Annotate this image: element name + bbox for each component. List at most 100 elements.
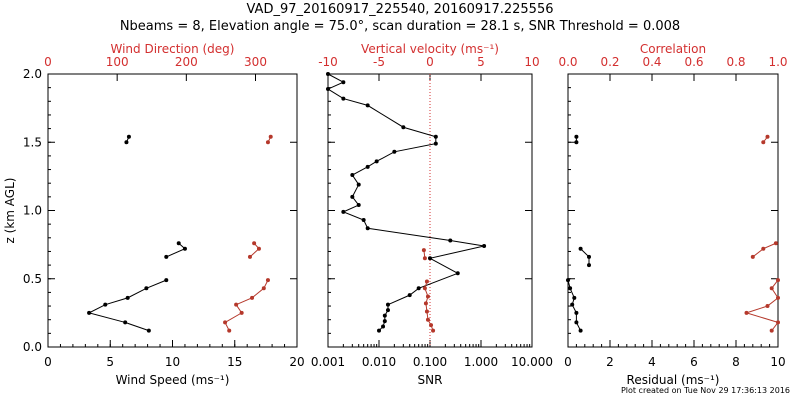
x-tick-label-0-2: 10 bbox=[165, 355, 180, 369]
top-tick-label-0-0: 0 bbox=[44, 55, 52, 69]
data-point-1-1-0-0 bbox=[431, 328, 436, 333]
data-point-1-0-0-2 bbox=[382, 319, 387, 324]
data-point-2-0-1-0 bbox=[587, 263, 591, 268]
plot-frame-1 bbox=[327, 73, 533, 348]
x-tick-label-1-3: 1.000 bbox=[464, 355, 498, 369]
data-point-0-0-1-1 bbox=[182, 246, 187, 251]
plot-footer: Plot created on Tue Nov 29 17:36:13 2016 bbox=[620, 386, 790, 395]
top-tick-label-1-2: 0 bbox=[426, 55, 434, 69]
data-point-2-1-1-2 bbox=[773, 241, 778, 246]
data-point-0-1-0-1 bbox=[223, 320, 228, 325]
top-tick-label-2-4: 0.8 bbox=[726, 55, 745, 69]
data-point-1-0-0-14 bbox=[341, 209, 346, 214]
data-point-0-1-0-3 bbox=[234, 302, 239, 307]
data-point-2-1-0-6 bbox=[776, 278, 780, 283]
data-point-1-1-1-1 bbox=[421, 248, 426, 253]
top-axis-label-0: Wind Direction (deg) bbox=[111, 42, 235, 56]
data-point-2-0-2-1 bbox=[574, 134, 579, 139]
data-point-1-0-0-26 bbox=[341, 96, 346, 101]
data-point-2-0-0-0 bbox=[578, 328, 583, 333]
data-point-2-1-0-1 bbox=[776, 320, 780, 325]
x-tick-label-1-2: 0.100 bbox=[413, 355, 447, 369]
data-point-0-1-0-6 bbox=[265, 278, 270, 283]
chart-title: VAD_97_20160917_225540, 20160917.225556 bbox=[246, 2, 554, 17]
y-tick-label-2: 1.0 bbox=[23, 204, 42, 218]
data-point-2-1-0-4 bbox=[776, 295, 780, 300]
data-point-2-0-0-4 bbox=[572, 295, 577, 300]
data-point-1-0-0-18 bbox=[350, 173, 355, 178]
data-point-1-0-0-11 bbox=[448, 238, 453, 243]
x-tick-label-2-2: 4 bbox=[648, 355, 656, 369]
top-tick-label-1-3: 5 bbox=[477, 55, 485, 69]
x-tick-label-0-0: 0 bbox=[44, 355, 52, 369]
data-point-1-0-0-28 bbox=[341, 80, 346, 85]
data-point-0-0-1-0 bbox=[164, 254, 169, 259]
top-tick-label-2-2: 0.4 bbox=[642, 55, 661, 69]
data-point-2-1-0-5 bbox=[769, 286, 774, 291]
series-line-0-0-0 bbox=[87, 279, 167, 332]
data-point-1-0-0-8 bbox=[455, 271, 460, 276]
y-tick-label-3: 1.5 bbox=[23, 135, 42, 149]
x-tick-label-0-3: 15 bbox=[227, 355, 242, 369]
top-axis-label-2: Correlation bbox=[640, 42, 706, 56]
data-point-0-0-0-6 bbox=[164, 278, 169, 283]
data-point-2-1-2-0 bbox=[761, 140, 766, 145]
data-point-0-0-0-3 bbox=[103, 302, 108, 307]
data-point-1-0-0-24 bbox=[401, 125, 406, 130]
data-point-0-0-0-4 bbox=[125, 295, 130, 300]
top-tick-label-2-0: 0.0 bbox=[558, 55, 577, 69]
x-tick-label-0-4: 20 bbox=[289, 355, 304, 369]
data-point-1-1-0-4 bbox=[423, 301, 428, 306]
data-point-1-0-0-20 bbox=[374, 159, 379, 164]
x-axis-label-2: Residual (ms⁻¹) bbox=[627, 373, 720, 387]
data-point-2-1-0-0 bbox=[769, 328, 774, 333]
data-point-2-1-2-1 bbox=[765, 134, 770, 139]
data-point-1-0-0-7 bbox=[416, 286, 421, 291]
data-point-1-0-0-13 bbox=[361, 218, 366, 223]
data-point-1-0-0-17 bbox=[356, 182, 361, 187]
top-tick-label-2-1: 0.2 bbox=[600, 55, 619, 69]
data-point-1-0-0-27 bbox=[326, 87, 330, 92]
data-point-0-1-2-1 bbox=[268, 134, 273, 139]
data-point-1-0-0-9 bbox=[428, 256, 432, 261]
x-axis-label-1: SNR bbox=[418, 373, 443, 387]
data-point-2-0-2-0 bbox=[574, 140, 579, 145]
data-point-1-0-0-15 bbox=[356, 203, 361, 208]
data-point-0-0-0-5 bbox=[144, 286, 149, 291]
data-point-2-1-0-3 bbox=[765, 304, 770, 309]
x-tick-label-2-1: 2 bbox=[606, 355, 614, 369]
series-line-0-1-0 bbox=[224, 279, 269, 331]
top-tick-label-2-5: 1.0 bbox=[768, 55, 787, 69]
data-point-0-1-2-0 bbox=[265, 140, 270, 145]
data-point-0-1-1-1 bbox=[256, 246, 261, 251]
x-tick-label-0-1: 5 bbox=[106, 355, 114, 369]
top-tick-label-1-0: -10 bbox=[318, 55, 338, 69]
data-point-1-0-0-3 bbox=[382, 313, 387, 318]
data-point-1-0-0-19 bbox=[365, 164, 370, 169]
x-tick-label-2-3: 6 bbox=[690, 355, 698, 369]
x-axis-label-0: Wind Speed (ms⁻¹) bbox=[116, 373, 230, 387]
data-point-1-1-0-3 bbox=[424, 309, 429, 314]
data-point-0-1-0-4 bbox=[250, 295, 255, 300]
data-point-0-1-0-2 bbox=[239, 310, 244, 315]
data-point-1-1-0-7 bbox=[424, 279, 429, 284]
data-point-1-1-0-2 bbox=[425, 317, 430, 322]
data-point-2-0-0-1 bbox=[574, 320, 579, 325]
data-point-1-0-0-16 bbox=[350, 194, 355, 199]
x-tick-label-1-0: 0.001 bbox=[311, 355, 345, 369]
x-tick-label-2-5: 10 bbox=[770, 355, 785, 369]
top-tick-label-1-1: -5 bbox=[373, 55, 385, 69]
data-point-1-0-0-0 bbox=[377, 328, 381, 333]
y-tick-label-1: 0.5 bbox=[23, 272, 42, 286]
data-point-1-1-1-0 bbox=[422, 256, 427, 261]
data-point-1-0-0-25 bbox=[365, 103, 370, 108]
data-point-1-1-0-6 bbox=[422, 286, 427, 291]
chart-subtitle: Nbeams = 8, Elevation angle = 75.0°, sca… bbox=[119, 19, 681, 34]
data-point-1-0-0-10 bbox=[482, 243, 487, 248]
x-tick-label-2-4: 8 bbox=[732, 355, 740, 369]
x-tick-label-2-0: 0 bbox=[564, 355, 572, 369]
data-point-1-0-0-5 bbox=[385, 302, 390, 307]
x-tick-label-1-1: 0.010 bbox=[362, 355, 396, 369]
data-point-0-0-0-2 bbox=[87, 310, 92, 315]
